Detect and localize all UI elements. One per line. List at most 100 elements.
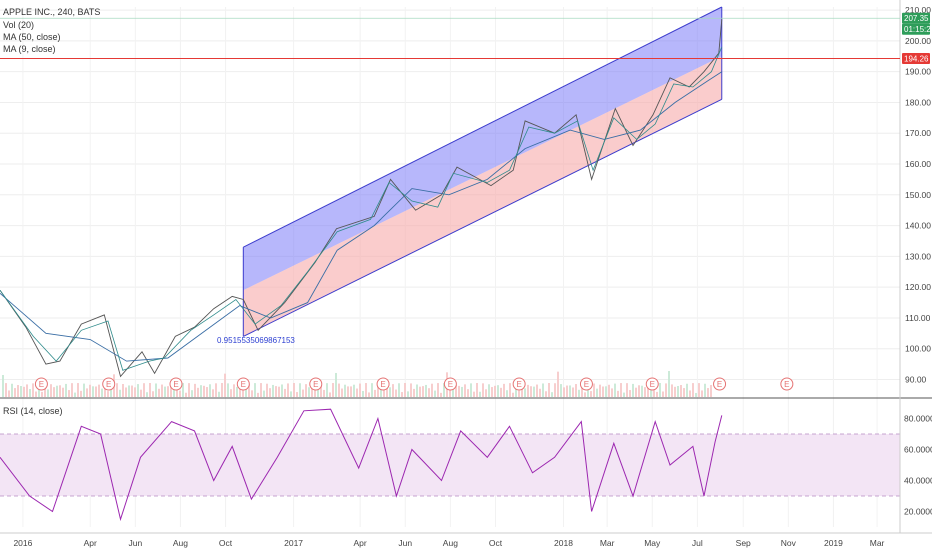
volume-bar xyxy=(98,384,100,397)
ma50-legend[interactable]: MA (50, close) xyxy=(3,32,61,42)
volume-bar xyxy=(236,386,238,397)
earnings-marker xyxy=(169,377,183,391)
earnings-marker xyxy=(579,377,593,391)
regression-channel[interactable] xyxy=(242,6,723,337)
volume-bar xyxy=(104,383,106,397)
volume-bar xyxy=(239,385,241,397)
volume-bar xyxy=(347,386,349,397)
volume-bar xyxy=(512,392,514,397)
volume-bar xyxy=(368,392,370,397)
volume-bar xyxy=(269,388,271,397)
volume-bar xyxy=(299,383,301,397)
volume-bar xyxy=(539,388,541,397)
time-axis-tick: Aug xyxy=(443,538,458,548)
volume-bar xyxy=(170,384,172,397)
volume-bar xyxy=(425,384,427,397)
volume-bar xyxy=(488,384,490,397)
earnings-marker xyxy=(512,377,526,391)
volume-bar xyxy=(311,385,313,397)
volume-bar xyxy=(566,385,568,397)
volume-bar xyxy=(83,383,85,397)
volume-bar xyxy=(638,385,640,397)
volume-bar xyxy=(56,385,58,397)
volume-bar xyxy=(461,386,463,397)
volume-bar xyxy=(560,384,562,397)
time-axis-tick: 2016 xyxy=(13,538,32,548)
volume-bar xyxy=(623,392,625,397)
time-axis-tick: Nov xyxy=(781,538,797,548)
volume-legend[interactable]: Vol (20) xyxy=(3,20,35,30)
earnings-marker xyxy=(645,377,659,391)
price-axis-tick: 170.00 xyxy=(905,128,931,138)
volume-bar xyxy=(260,383,262,397)
volume-bar xyxy=(308,387,310,397)
volume-bar xyxy=(563,387,565,397)
volume-bar xyxy=(149,383,151,397)
volume-bar xyxy=(371,383,373,397)
volume-bar xyxy=(551,392,553,397)
volume-bar xyxy=(362,390,364,397)
volume-bar xyxy=(218,391,220,397)
volume-bar xyxy=(413,388,415,397)
volume-bar xyxy=(59,385,61,397)
volume-bar xyxy=(335,372,337,397)
volume-bar xyxy=(557,371,559,397)
volume-bar xyxy=(422,386,424,397)
volume-bar xyxy=(275,386,277,397)
symbol-title: APPLE INC., 240, BATS xyxy=(3,7,101,17)
volume-bar xyxy=(17,385,19,397)
volume-bar xyxy=(545,391,547,397)
volume-bar xyxy=(53,387,55,397)
volume-bar xyxy=(11,383,13,397)
volume-bar xyxy=(677,386,679,397)
volume-bar xyxy=(221,383,223,397)
volume-bar xyxy=(611,388,613,397)
volume-bar xyxy=(158,388,160,397)
volume-bar xyxy=(353,384,355,397)
rsi-axis-tick: 60.0000 xyxy=(904,445,932,455)
earnings-marker xyxy=(236,377,250,391)
volume-bar xyxy=(215,383,217,397)
volume-bar xyxy=(293,383,295,397)
volume-bar xyxy=(548,383,550,397)
volume-bar xyxy=(266,383,268,397)
volume-bar xyxy=(659,383,661,397)
earnings-marker-label: E xyxy=(106,380,111,389)
ma9-legend[interactable]: MA (9, close) xyxy=(3,44,56,54)
rsi-legend[interactable]: RSI (14, close) xyxy=(3,406,63,416)
earnings-marker-label: E xyxy=(313,380,318,389)
volume-bar xyxy=(173,388,175,397)
rsi-zone xyxy=(0,434,900,496)
volume-bar xyxy=(263,390,265,397)
volume-bar xyxy=(584,392,586,397)
volume-bar xyxy=(134,387,136,397)
volume-bar xyxy=(137,384,139,397)
price-axis-tick: 160.00 xyxy=(905,159,931,169)
volume-bar xyxy=(668,371,670,397)
volume-bar xyxy=(530,386,532,397)
time-axis-tick: Apr xyxy=(84,538,97,548)
level-price-badge-text: 194.26 xyxy=(904,55,929,64)
volume-bar xyxy=(281,384,283,397)
volume-bar xyxy=(476,383,478,397)
volume-bar xyxy=(521,383,523,397)
volume-bar xyxy=(575,384,577,397)
volume-bar xyxy=(245,387,247,397)
time-axis-tick: Apr xyxy=(354,538,367,548)
volume-bar xyxy=(47,389,49,397)
volume-bar xyxy=(428,388,430,397)
earnings-marker-label: E xyxy=(39,380,44,389)
volume-bar xyxy=(686,383,688,397)
volume-bar xyxy=(509,383,511,397)
volume-bar xyxy=(392,384,394,397)
volume-bar xyxy=(248,383,250,397)
volume-bar xyxy=(572,387,574,397)
volume-bar xyxy=(323,389,325,397)
time-axis-tick: Mar xyxy=(870,538,885,548)
volume-bar xyxy=(341,388,343,397)
countdown-badge-text: 01:15:29 xyxy=(904,25,932,34)
volume-bar xyxy=(554,383,556,397)
time-axis-tick: Jun xyxy=(128,538,142,548)
